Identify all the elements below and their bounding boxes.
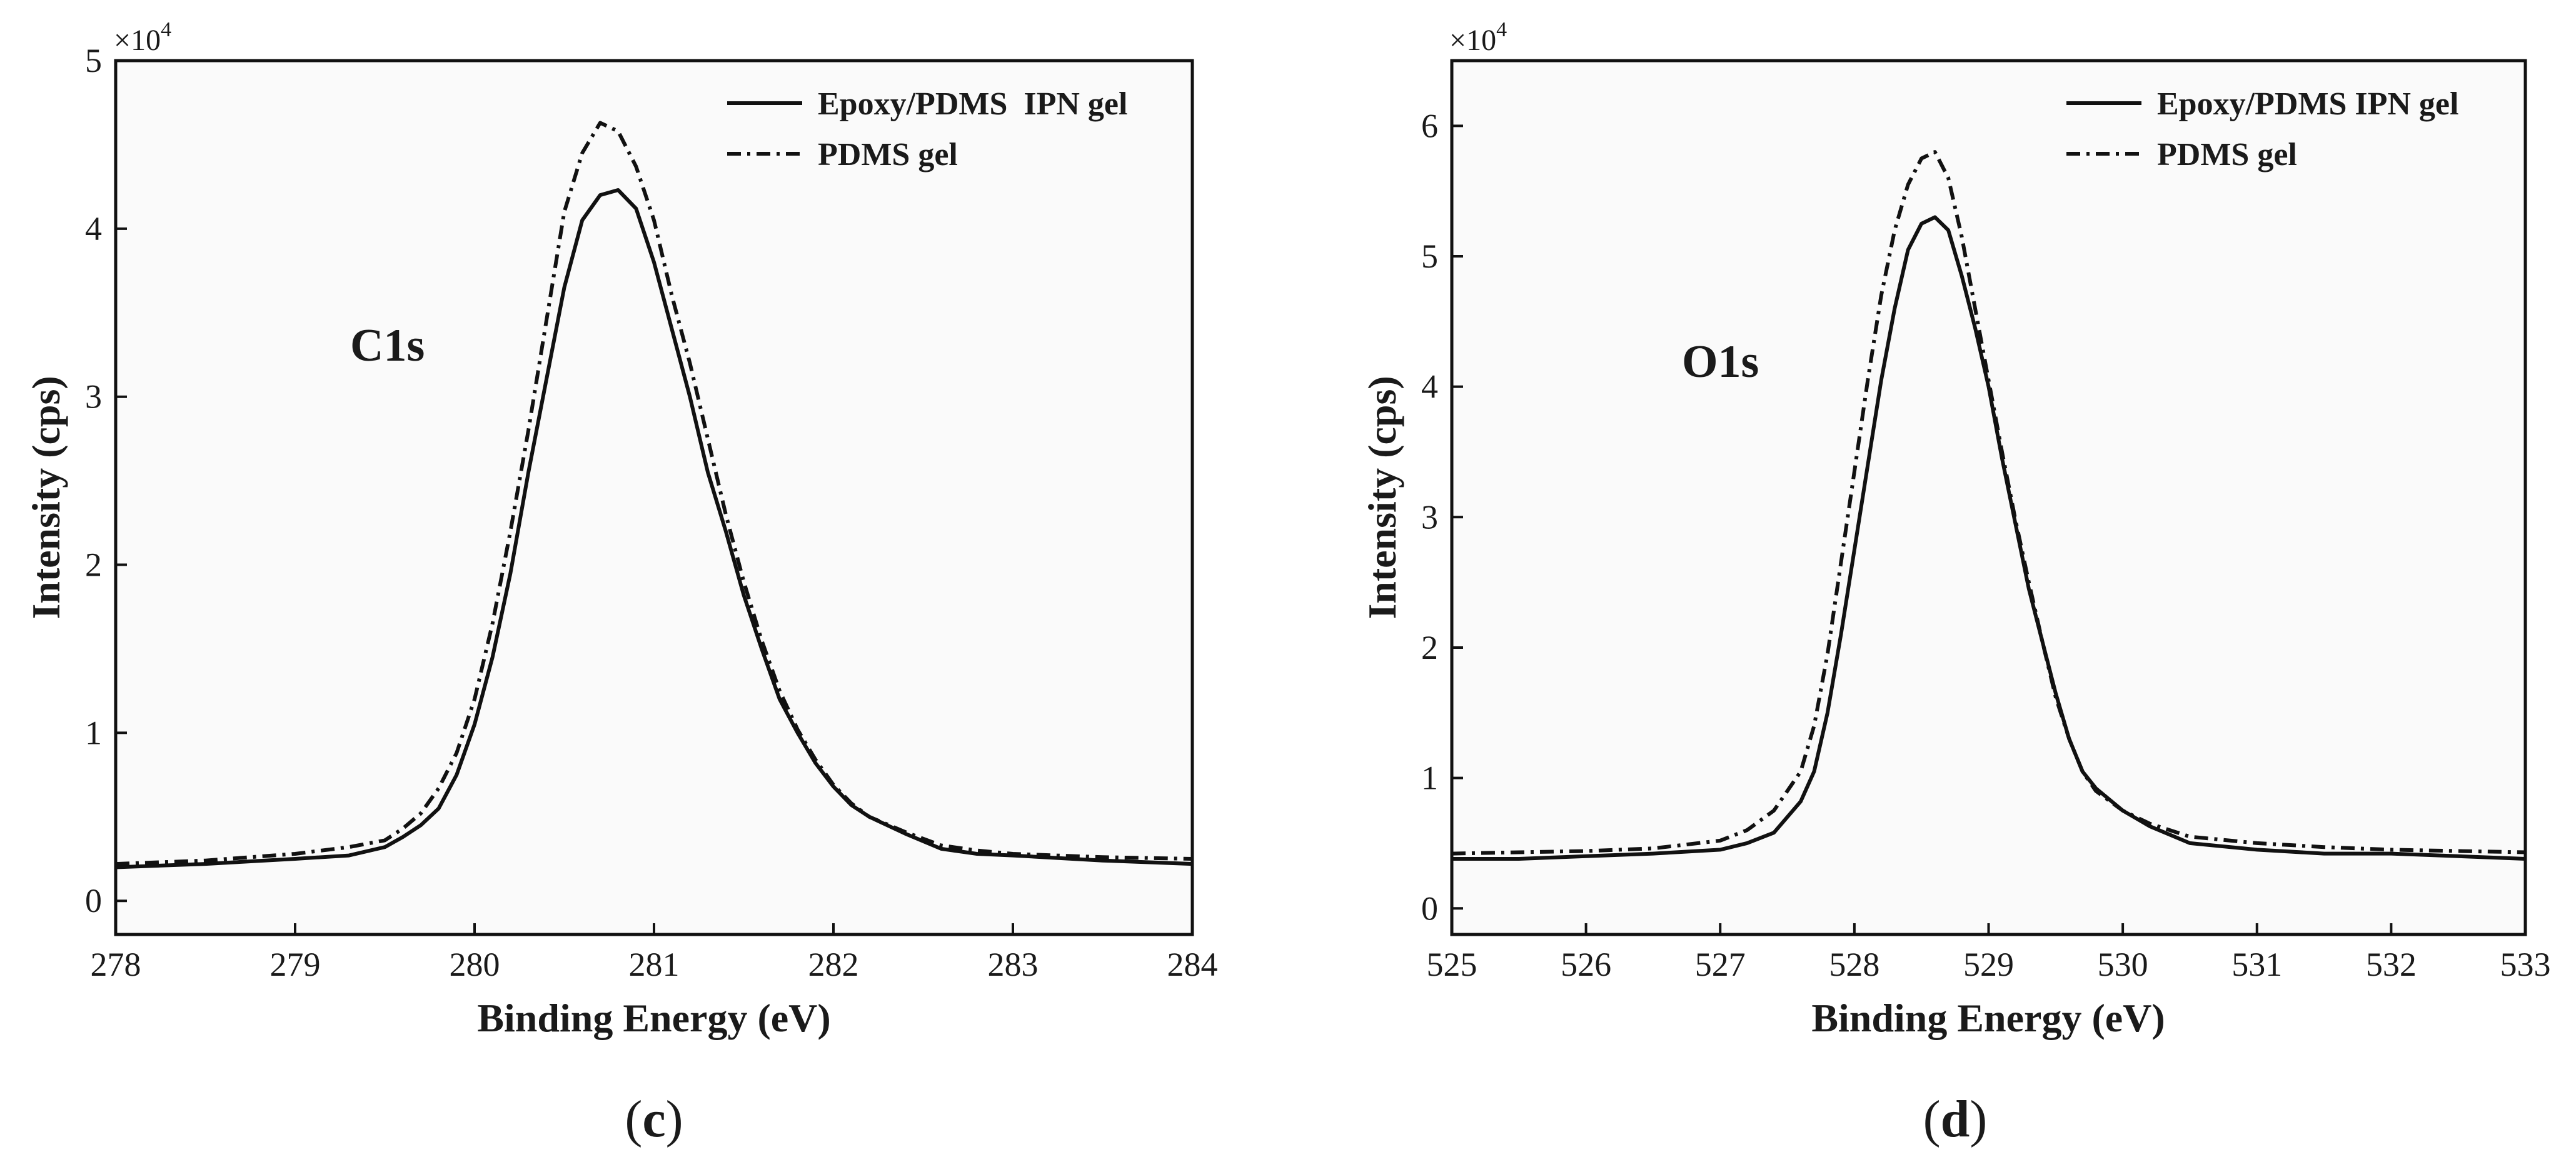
x-axis-title-d: Binding Energy (eV) (1811, 996, 2165, 1040)
panel-label-c: (c) (625, 1090, 683, 1148)
y-tick-label-1: 1 (85, 714, 102, 751)
x-tick-label-530: 530 (2098, 946, 2148, 983)
y-axis-title-d: Intensity (cps) (1360, 376, 1404, 619)
ticks-group-c: 278 279 280 281 282 283 284 0 1 2 3 4 5 (85, 42, 1218, 983)
y-tick-label-5: 5 (85, 42, 102, 79)
x-tick-label-280: 280 (450, 946, 500, 983)
y-multiplier-d: ×104 (1449, 18, 1507, 57)
y-tick-label-6: 6 (1421, 107, 1438, 144)
panel-label-d: (d) (1923, 1090, 1988, 1148)
y-tick-label-2: 2 (1421, 629, 1438, 666)
legend-d: Epoxy/PDMS IPN gel PDMS gel (2066, 86, 2458, 173)
x-tick-label-281: 281 (629, 946, 680, 983)
x-tick-label-283: 283 (988, 946, 1039, 983)
y-tick-label-5: 5 (1421, 238, 1438, 275)
legend-label-pdms-c: PDMS gel (818, 137, 958, 173)
x-tick-label-282: 282 (808, 946, 859, 983)
x-tick-label-528: 528 (1829, 946, 1879, 983)
y-tick-label-1: 1 (1421, 759, 1438, 797)
y-axis-title-c: Intensity (cps) (24, 376, 68, 619)
series-group-d (1451, 150, 2526, 861)
y-tick-label-4: 4 (85, 210, 102, 248)
y-tick-label-0: 0 (85, 882, 102, 919)
x-axis-title-c: Binding Energy (eV) (477, 996, 830, 1040)
panel-c: 278 279 280 281 282 283 284 0 1 2 3 4 5 ×104 Epoxy/P… (24, 18, 1218, 1148)
y-tick-label-4: 4 (1421, 368, 1438, 406)
series-group-c (115, 121, 1193, 869)
x-tick-label-531: 531 (2231, 946, 2282, 983)
ticks-group-d: 525 526 527 528 529 530 531 532 533 0 1 2 3 4 5 6 (1421, 107, 2551, 983)
plot-area-c (114, 59, 1194, 936)
x-tick-label-527: 527 (1695, 946, 1746, 983)
series-line-pdms-gel-c (115, 121, 1193, 866)
x-tick-label-526: 526 (1561, 946, 1611, 983)
legend-label-epoxy-d: Epoxy/PDMS IPN gel (2157, 86, 2458, 122)
legend-label-pdms-d: PDMS gel (2157, 137, 2297, 173)
series-line-epoxy-pdms-ipn-gel-d (1452, 215, 2526, 861)
plot-area-d (1450, 59, 2527, 936)
x-tick-label-525: 525 (1427, 946, 1477, 983)
y-tick-label-2: 2 (85, 546, 102, 584)
peak-label-d: O1s (1682, 336, 1759, 388)
legend-label-epoxy-c: Epoxy/PDMS IPN gel (818, 86, 1127, 122)
peak-label-c: C1s (350, 320, 425, 371)
y-tick-label-0: 0 (1421, 889, 1438, 927)
x-tick-label-284: 284 (1167, 946, 1218, 983)
legend-c: Epoxy/PDMS IPN gel PDMS gel (727, 86, 1127, 173)
x-tick-label-279: 279 (270, 946, 321, 983)
y-multiplier-c: ×104 (114, 18, 171, 57)
x-tick-label-533: 533 (2500, 946, 2551, 983)
x-tick-label-278: 278 (91, 946, 141, 983)
x-tick-label-532: 532 (2366, 946, 2417, 983)
series-line-pdms-gel-d (1451, 150, 2526, 856)
x-tick-label-529: 529 (1963, 946, 2014, 983)
series-line-epoxy-pdms-ipn-gel-c (115, 188, 1193, 869)
y-tick-label-3: 3 (1421, 498, 1438, 536)
y-tick-label-3: 3 (85, 378, 102, 416)
